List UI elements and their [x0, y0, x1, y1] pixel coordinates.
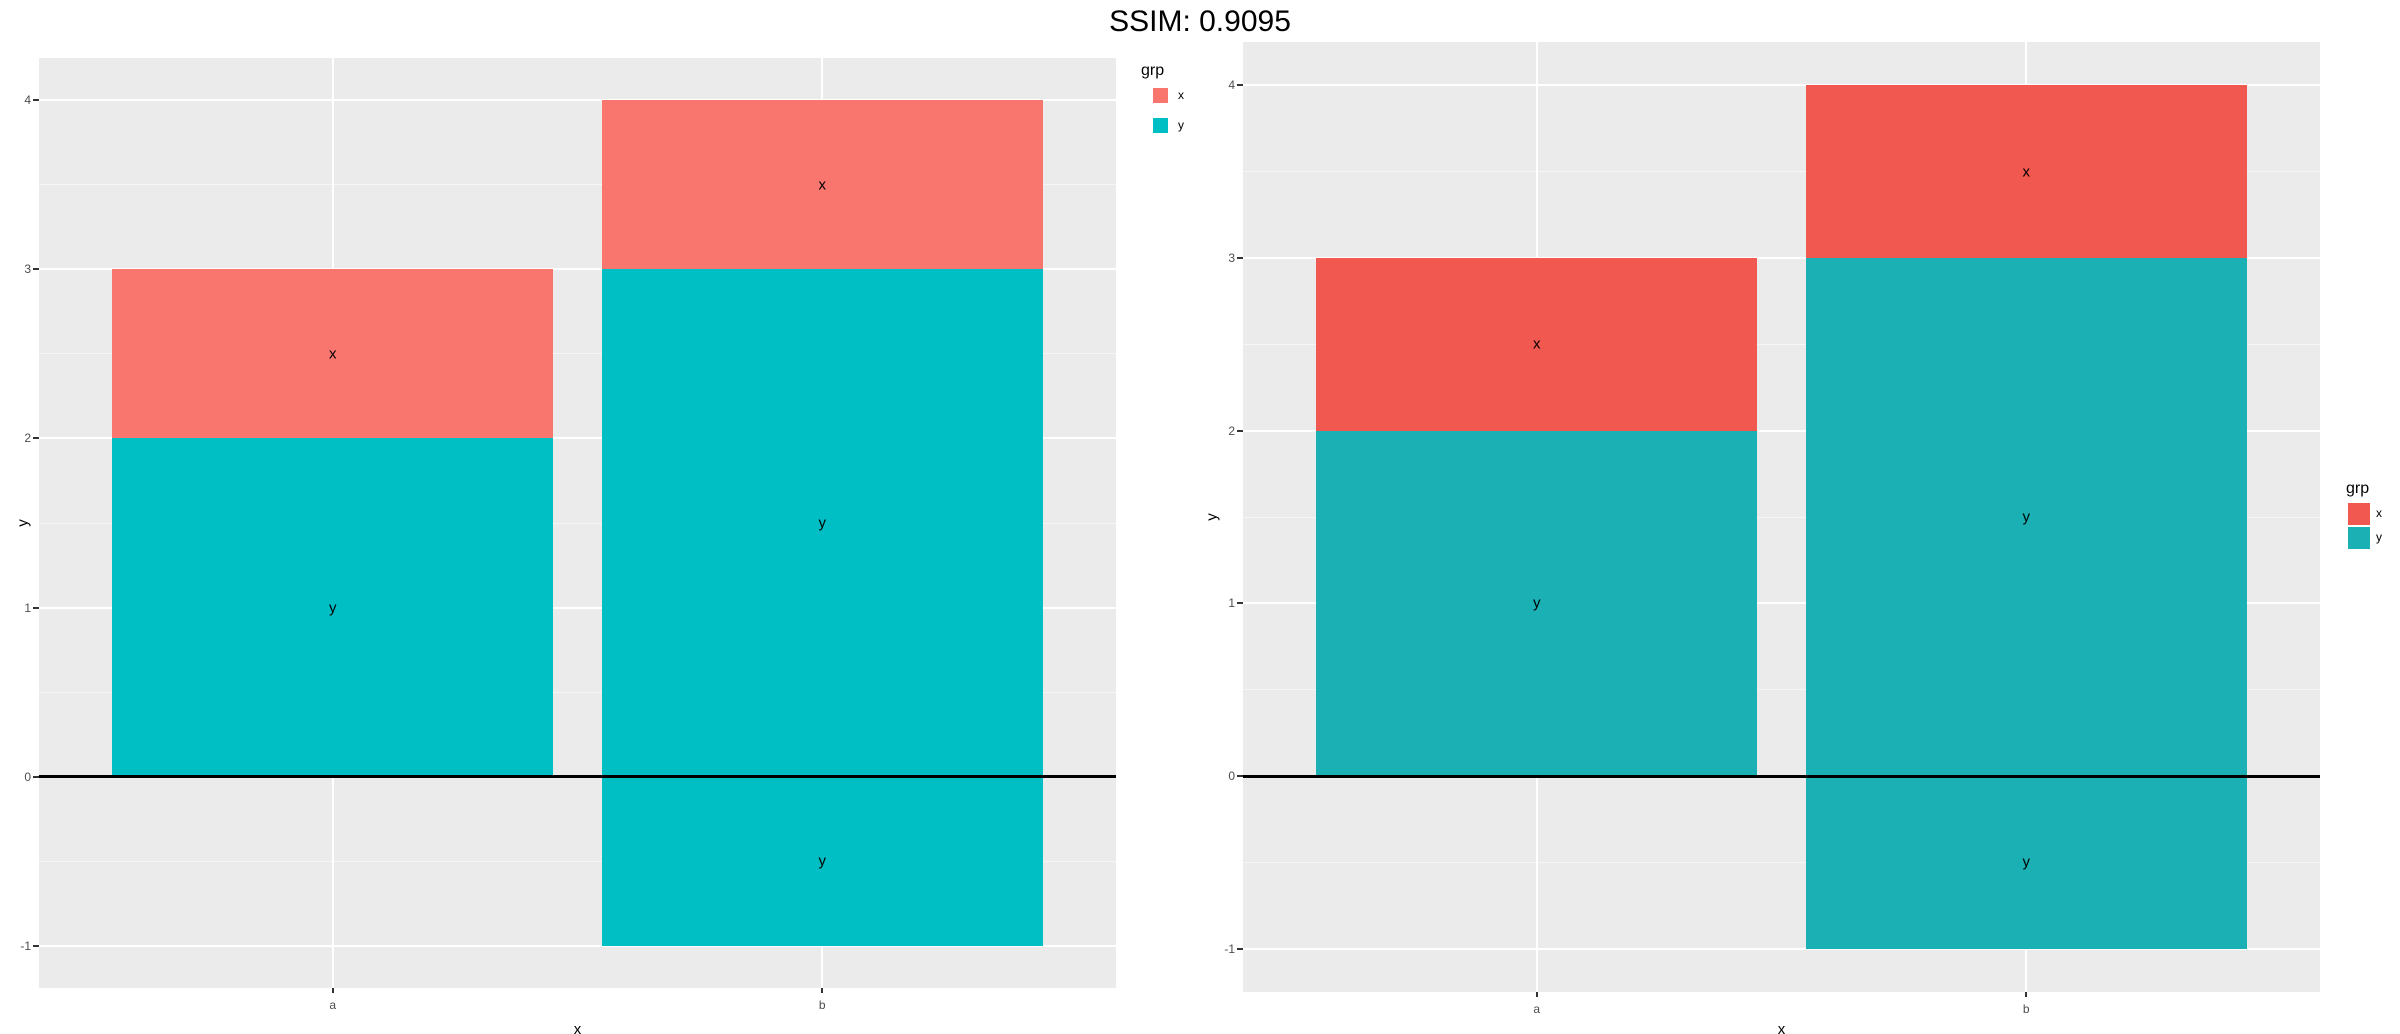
- bar-segment-label: x: [818, 176, 827, 194]
- y-tick-label: 0: [24, 769, 31, 784]
- gridline-major: [1243, 947, 2320, 950]
- gridline-major: [1243, 256, 2320, 259]
- x-tick-mark: [2025, 992, 2028, 997]
- bar-segment: [112, 269, 553, 439]
- y-tick-label: 2: [1228, 423, 1235, 438]
- gridline-major: [39, 268, 1116, 271]
- legend-label: x: [1178, 87, 1184, 102]
- x-tick-mark: [1535, 992, 1538, 997]
- y-tick-mark: [1237, 947, 1243, 950]
- gridline-major: [1243, 602, 2320, 605]
- plot-panel: y x y x y: [1243, 42, 2320, 992]
- zero-line: [39, 775, 1116, 779]
- x-tick-label: b: [818, 998, 826, 1012]
- legend-title: grp: [1141, 62, 1165, 79]
- gridline-minor: [1243, 689, 2320, 691]
- y-tick-mark: [33, 437, 39, 440]
- y-tick-mark: [33, 606, 39, 609]
- x-tick-label: a: [329, 998, 337, 1012]
- y-tick-mark: [33, 99, 39, 102]
- bar-segment: [1805, 776, 2247, 949]
- bar-segment: [601, 776, 1043, 946]
- y-tick-label: 2: [24, 431, 31, 446]
- bar-segment-label: y: [818, 852, 827, 870]
- legend-swatch: [1153, 118, 1168, 133]
- x-tick-mark: [821, 988, 824, 993]
- legend-label: y: [2376, 530, 2382, 544]
- chart-title: SSIM: 0.9095: [1109, 5, 1291, 38]
- legend-swatch: [1153, 88, 1168, 103]
- y-tick-label: 4: [24, 93, 31, 108]
- gridline-minor: [39, 353, 1116, 355]
- x-axis-title: x: [1777, 1021, 1786, 1034]
- gridline-minor: [39, 691, 1116, 693]
- y-tick-mark: [1237, 256, 1243, 259]
- x-tick-label: b: [2022, 1002, 2030, 1016]
- bar-segment: [1316, 257, 1757, 431]
- bar-segment: [601, 100, 1043, 270]
- gridline-minor: [1243, 343, 2320, 345]
- plot-panel: y x y x y: [39, 58, 1116, 988]
- y-axis-title: y: [1203, 513, 1221, 521]
- x-tick-label: a: [1533, 1002, 1541, 1016]
- gridline-minor: [39, 860, 1116, 862]
- gridline-major: [39, 437, 1116, 440]
- y-tick-label: -1: [20, 938, 31, 953]
- y-tick-label: -1: [1224, 941, 1235, 956]
- y-tick-mark: [1237, 602, 1243, 605]
- legend-label: x: [2376, 506, 2382, 520]
- y-tick-mark: [1237, 84, 1243, 87]
- bar-segment-label: y: [2022, 508, 2031, 526]
- bar-segment-label: x: [328, 345, 337, 363]
- bar-segment-label: x: [2022, 163, 2031, 181]
- y-tick-mark: [1237, 429, 1243, 432]
- gridline-major: [39, 99, 1116, 102]
- gridline-minor: [1243, 861, 2320, 863]
- bar-segment: [1805, 257, 2247, 777]
- bar-segment-label: y: [818, 514, 827, 532]
- y-tick-mark: [33, 775, 39, 778]
- bar-segment-label: y: [1532, 594, 1541, 612]
- gridline-major: [1243, 429, 2320, 432]
- gridline-major: [39, 606, 1116, 609]
- gridline-major: [1243, 84, 2320, 87]
- y-tick-label: 1: [1228, 596, 1235, 611]
- legend-swatch: [2348, 527, 2370, 549]
- y-tick-label: 0: [1228, 769, 1235, 784]
- legend-label: y: [1178, 117, 1184, 132]
- y-tick-mark: [33, 268, 39, 271]
- y-tick-mark: [1237, 775, 1243, 778]
- y-tick-label: 3: [24, 262, 31, 277]
- bar-segment: [1316, 430, 1757, 777]
- gridline-minor: [1243, 171, 2320, 173]
- bar-segment: [112, 438, 553, 777]
- zero-line: [1243, 774, 2320, 778]
- legend-swatch: [2348, 503, 2370, 525]
- bar-segment-label: y: [2022, 853, 2031, 871]
- y-tick-label: 3: [1228, 250, 1235, 265]
- y-tick-mark: [33, 944, 39, 947]
- y-tick-label: 1: [24, 600, 31, 615]
- x-tick-mark: [331, 988, 334, 993]
- bar-segment-label: y: [328, 599, 337, 617]
- legend-title: grp: [2346, 480, 2370, 497]
- bar-segment: [1805, 85, 2247, 258]
- bar-segment: [601, 269, 1043, 777]
- gridline-minor: [39, 522, 1116, 524]
- gridline-minor: [1243, 516, 2320, 518]
- gridline-minor: [39, 184, 1116, 186]
- x-axis-title: x: [573, 1021, 582, 1034]
- bar-segment-label: x: [1532, 335, 1541, 353]
- y-tick-label: 4: [1228, 78, 1235, 93]
- gridline-major: [39, 944, 1116, 947]
